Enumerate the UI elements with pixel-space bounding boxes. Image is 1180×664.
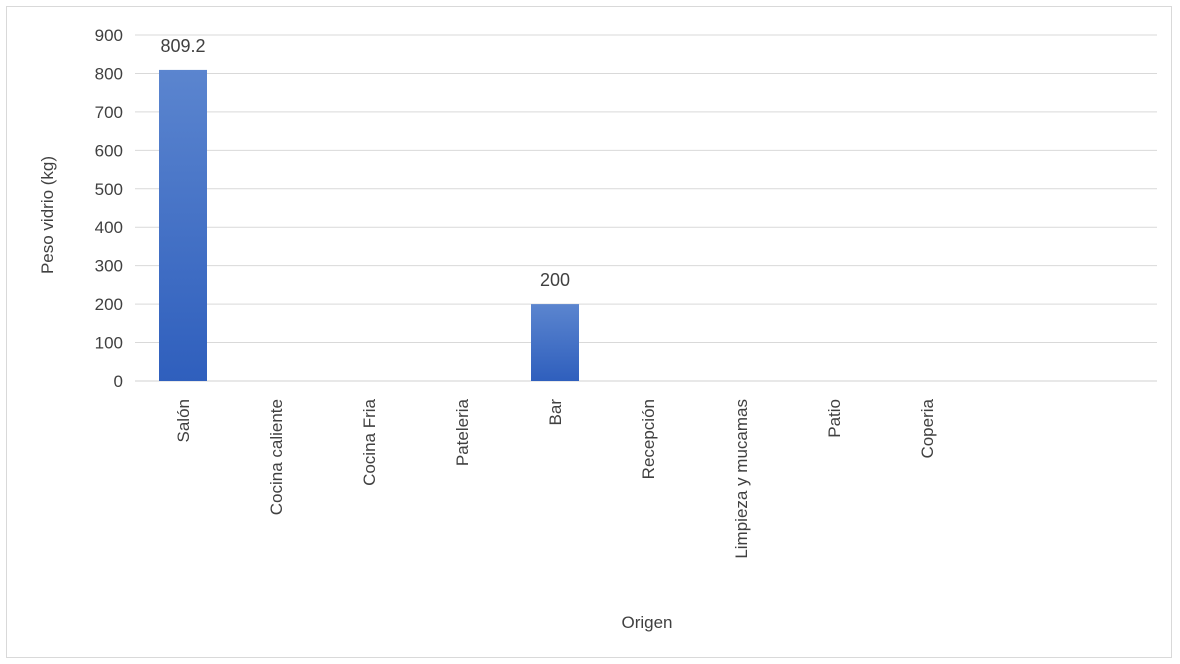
bar-0 [159,69,207,381]
bars [159,69,579,381]
y-tick-label: 700 [95,103,123,122]
y-tick-label: 600 [95,141,123,160]
y-tick-label: 800 [95,64,123,83]
y-tick-label: 200 [95,295,123,314]
y-tick-label: 400 [95,218,123,237]
x-axis-ticks: Salón Cocina caliente Cocina Fria Pateleria… [174,398,937,558]
bar-chart: 0 100 200 300 400 500 600 700 800 900 809.2 200 Sa… [38,26,1157,632]
y-tick-label: 300 [95,257,123,276]
x-tick-label: Cocina caliente [267,399,286,515]
x-tick-label: Cocina Fria [360,398,379,485]
bar-4 [531,304,579,381]
data-label: 200 [540,270,570,290]
x-tick-label: Coperia [918,398,937,458]
y-tick-label: 100 [95,334,123,353]
x-tick-label: Pateleria [453,398,472,466]
data-label: 809.2 [160,36,205,56]
x-tick-label: Recepción [639,399,658,479]
x-tick-label: Salón [174,399,193,442]
y-tick-label: 500 [95,180,123,199]
y-tick-label: 0 [114,372,123,391]
x-tick-label: Patio [825,399,844,438]
x-tick-label: Bar [546,399,565,426]
y-tick-label: 900 [95,26,123,45]
chart-frame: 0 100 200 300 400 500 600 700 800 900 809.2 200 Sa… [6,6,1172,658]
gridlines [135,34,1157,382]
y-axis-ticks: 0 100 200 300 400 500 600 700 800 900 [95,26,123,391]
y-axis-title: Peso vidrio (kg) [38,156,57,274]
data-labels: 809.2 200 [160,36,570,290]
x-tick-label: Limpieza y mucamas [732,399,751,559]
x-axis-title: Origen [621,613,672,632]
